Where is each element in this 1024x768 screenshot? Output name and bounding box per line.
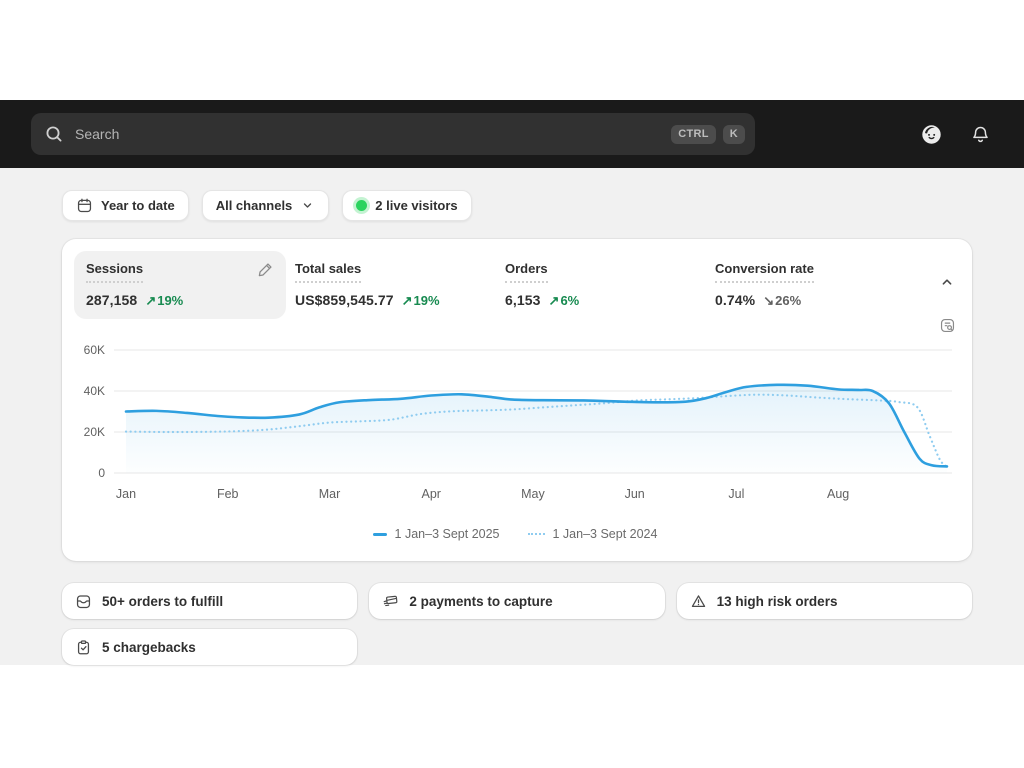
avatar-icon (922, 124, 941, 144)
metric-delta: ↘ 26% (763, 293, 802, 309)
action-card-label: 5 chargebacks (102, 639, 196, 655)
notifications-button[interactable] (970, 124, 991, 145)
orders-to-fulfill-card[interactable]: 50+ orders to fulfill (62, 583, 358, 619)
chargeback-clipboard-icon (75, 639, 92, 656)
y-tick-label: 0 (98, 466, 105, 481)
x-tick-label: Jan (115, 487, 137, 502)
channel-label: All channels (215, 198, 293, 213)
metric-value: US$859,545.77 (295, 292, 394, 309)
report-magnifier-icon (940, 318, 955, 333)
collapse-card-button[interactable] (938, 273, 956, 291)
y-tick-label: 60K (83, 343, 105, 358)
action-card-label: 2 payments to capture (409, 593, 553, 609)
legend-label: 1 Jan–3 Sept 2024 (552, 527, 658, 542)
metric-value: 287,158 (86, 292, 138, 309)
live-visitors-pill[interactable]: 2 live visitors (342, 190, 472, 221)
bell-icon (973, 126, 988, 142)
top-bar: CTRL K (0, 100, 1024, 168)
action-card-label: 13 high risk orders (716, 593, 838, 609)
metric-delta: ↗ 19% (401, 293, 440, 309)
orders-inbox-icon (75, 593, 92, 610)
calendar-icon (76, 197, 93, 214)
metric-orders[interactable]: Orders 6,153 ↗ 6% (505, 251, 706, 319)
search-shortcut: CTRL K (671, 124, 745, 144)
x-tick-label: Feb (216, 487, 239, 502)
x-axis: Jan Feb Mar Apr May Jun Jul Aug (114, 487, 952, 503)
explore-report-button[interactable] (939, 317, 956, 334)
dashboard-content: Year to date All channels 2 live visitor… (0, 168, 1024, 665)
chargebacks-card[interactable]: 5 chargebacks (62, 629, 358, 665)
search-input[interactable] (73, 125, 672, 143)
date-range-label: Year to date (101, 198, 175, 213)
search-icon (44, 124, 64, 144)
metric-label: Conversion rate (715, 261, 814, 284)
legend-item-2025: 1 Jan–3 Sept 2025 (372, 527, 500, 542)
edit-pencil-icon[interactable] (257, 261, 274, 278)
chart-legend: 1 Jan–3 Sept 2025 1 Jan–3 Sept 2024 (74, 527, 956, 541)
metric-value: 6,153 (505, 292, 541, 309)
y-tick-label: 40K (83, 384, 105, 399)
x-tick-label: May (521, 487, 545, 502)
high-risk-orders-card[interactable]: 13 high risk orders (676, 583, 972, 619)
legend-swatch-solid (372, 532, 387, 536)
chart-plot (114, 339, 952, 479)
x-tick-label: Mar (318, 487, 341, 502)
analytics-overview-card: Sessions 287,158 ↗ 19% Total sales US$859… (62, 239, 972, 561)
metric-conversion-rate[interactable]: Conversion rate 0.74% ↘ 26% (715, 251, 916, 319)
legend-label: 1 Jan–3 Sept 2025 (394, 527, 500, 542)
action-cards: 50+ orders to fulfill 2 payments to capt… (62, 583, 972, 665)
legend-item-2024: 1 Jan–3 Sept 2024 (527, 527, 658, 542)
y-axis: 0 20K 40K 60K (78, 339, 114, 481)
k-key-badge: K (722, 124, 745, 144)
legend-swatch-dotted (527, 533, 545, 536)
metric-total-sales[interactable]: Total sales US$859,545.77 ↗ 19% (295, 251, 496, 319)
sessions-chart-svg (114, 349, 952, 474)
x-tick-label: Jul (728, 487, 745, 502)
live-visitors-label: 2 live visitors (375, 198, 458, 213)
channel-filter[interactable]: All channels (201, 190, 330, 221)
action-card-label: 50+ orders to fulfill (102, 593, 224, 609)
metric-delta: ↗ 6% (548, 293, 580, 309)
x-tick-label: Aug (827, 487, 850, 502)
metric-sessions[interactable]: Sessions 287,158 ↗ 19% (74, 251, 286, 320)
metric-label: Sessions (86, 261, 144, 284)
y-tick-label: 20K (83, 425, 105, 440)
chevron-down-icon (300, 198, 315, 213)
ctrl-key-badge: CTRL (671, 124, 716, 144)
account-avatar[interactable] (920, 123, 943, 146)
sessions-chart: 0 20K 40K 60K (78, 339, 956, 481)
x-tick-label: Jun (624, 487, 645, 502)
metrics-row: Sessions 287,158 ↗ 19% Total sales US$859… (74, 251, 956, 320)
payment-capture-icon (382, 593, 399, 610)
metric-value: 0.74% (715, 292, 756, 309)
metric-delta: ↗ 19% (145, 293, 184, 309)
x-tick-label: Apr (421, 487, 441, 502)
global-search[interactable]: CTRL K (31, 113, 755, 155)
high-risk-warning-icon (690, 593, 707, 610)
metric-label: Total sales (295, 261, 362, 284)
payments-to-capture-card[interactable]: 2 payments to capture (369, 583, 665, 619)
chevron-up-icon (942, 279, 952, 285)
filter-bar: Year to date All channels 2 live visitor… (62, 168, 1024, 221)
metric-label: Orders (505, 261, 548, 284)
date-range-filter[interactable]: Year to date (62, 190, 189, 221)
live-indicator-dot (356, 200, 368, 211)
